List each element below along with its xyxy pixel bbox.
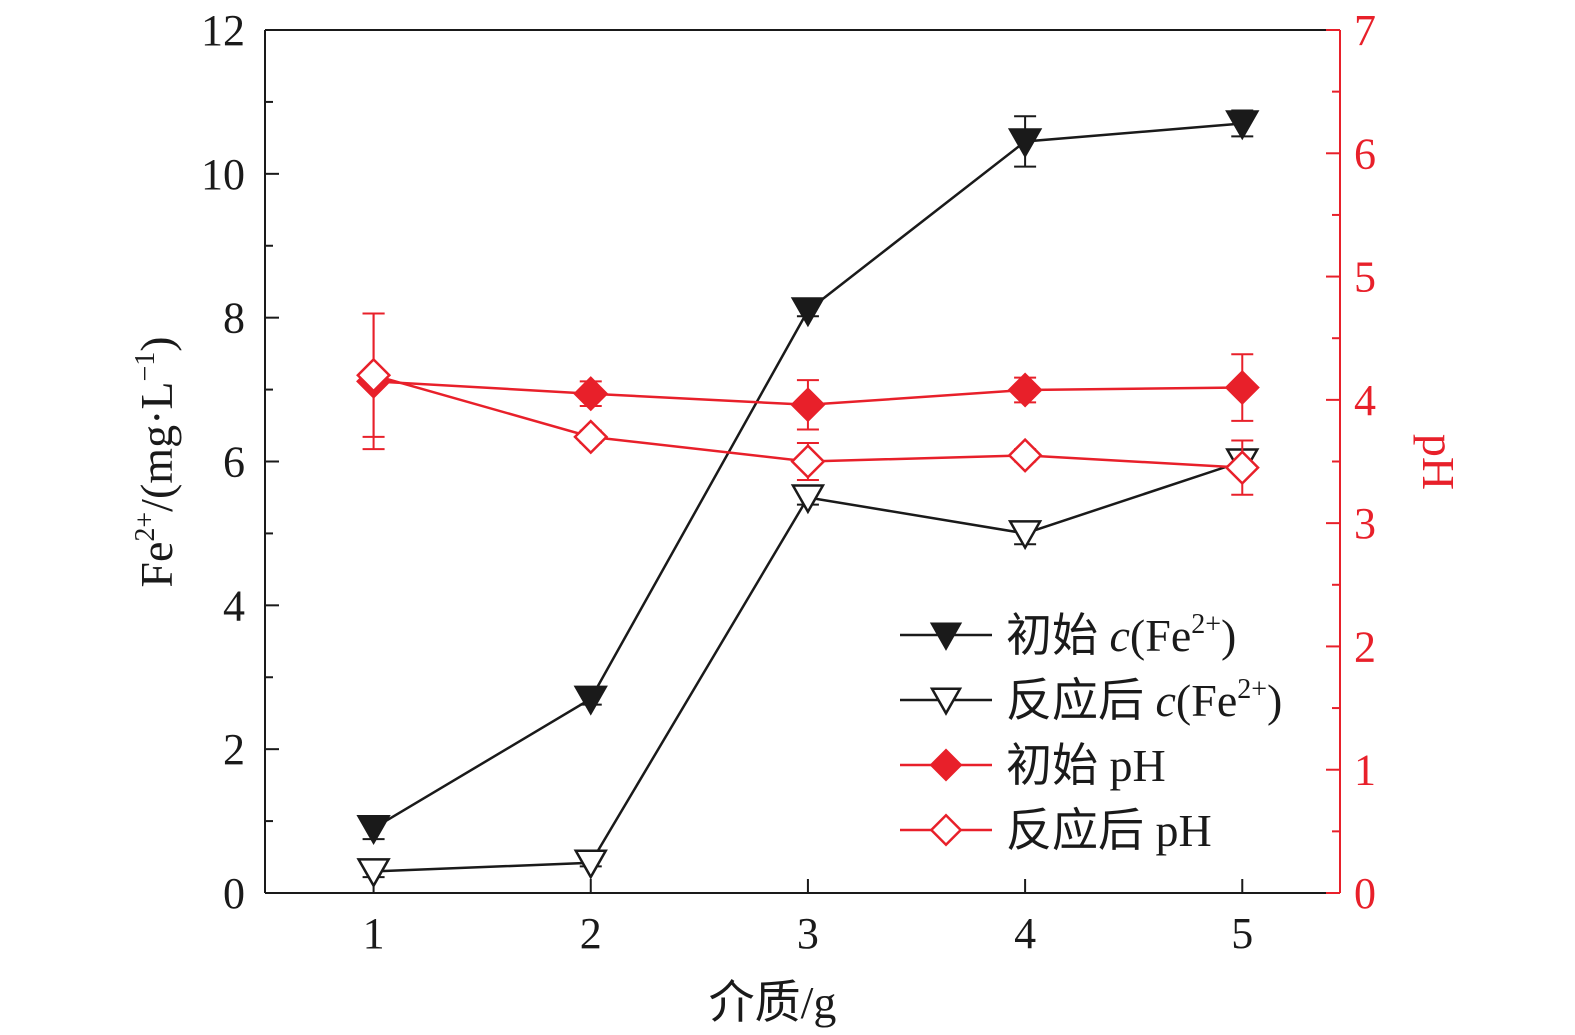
x-tick-label: 5	[1231, 909, 1253, 958]
y-left-tick-label: 4	[223, 581, 245, 630]
legend-item: 初始 pH	[900, 740, 1166, 791]
data-point	[790, 484, 826, 515]
series-layer	[356, 109, 1260, 889]
series-2	[356, 448, 1260, 889]
x-tick-label: 3	[797, 909, 819, 958]
legend-marker	[929, 748, 963, 782]
y-right-tick-label: 3	[1354, 499, 1376, 548]
series-4	[356, 312, 1260, 496]
y-left-tick-label: 6	[223, 438, 245, 487]
y-left-tick-label: 0	[223, 869, 245, 918]
y-right-tick-label: 2	[1354, 622, 1376, 671]
data-point	[356, 815, 391, 846]
data-point	[790, 387, 826, 423]
axes: 1 2 3 4 502468101201234567介质/gFe2+/(mg·L−1)p…	[130, 6, 1464, 1028]
x-tick-label: 2	[580, 909, 602, 958]
legend: 初始 c(Fe2+) 反应后 c(Fe2+) 初始 pH 反应后 pH	[900, 609, 1282, 856]
y-right-tick-label: 0	[1354, 869, 1376, 918]
legend-label: 反应后 pH	[1006, 805, 1212, 856]
legend-label: 反应后 c(Fe2+)	[1006, 674, 1282, 726]
data-point	[356, 858, 391, 889]
legend-label: 初始 c(Fe2+)	[1006, 609, 1236, 661]
legend-item: 初始 c(Fe2+)	[900, 609, 1236, 661]
y-axis-left-title: Fe2+/(mg·L−1)	[130, 336, 182, 587]
legend-label: 初始 pH	[1006, 740, 1166, 791]
y-right-tick-label: 5	[1354, 253, 1376, 302]
data-point	[356, 357, 392, 393]
y-right-tick-label: 6	[1354, 129, 1376, 178]
data-point	[1007, 520, 1043, 551]
x-tick-label: 1	[363, 909, 385, 958]
data-point	[573, 419, 609, 455]
data-point	[790, 443, 826, 480]
legend-marker	[929, 813, 963, 847]
x-axis-title: 介质/g	[709, 977, 837, 1028]
legend-item: 反应后 pH	[900, 805, 1212, 856]
data-point	[1225, 110, 1260, 141]
y-left-tick-label: 10	[201, 150, 245, 199]
y-left-tick-label: 2	[223, 725, 245, 774]
data-point	[790, 297, 826, 328]
legend-item: 反应后 c(Fe2+)	[900, 674, 1282, 726]
x-tick-label: 4	[1014, 909, 1036, 958]
series-1	[356, 109, 1260, 846]
data-point	[573, 685, 608, 716]
data-point	[1224, 450, 1260, 486]
data-point	[573, 376, 609, 412]
data-point	[1007, 437, 1043, 473]
y-right-tick-label: 7	[1354, 6, 1376, 55]
legend-marker	[929, 687, 963, 716]
y-right-tick-label: 1	[1354, 746, 1376, 795]
series-3	[356, 312, 1260, 451]
data-point	[1007, 372, 1043, 408]
data-point	[1224, 370, 1260, 406]
data-point	[573, 849, 608, 880]
y-left-tick-label: 8	[223, 294, 245, 343]
legend-marker	[929, 622, 963, 651]
data-point	[1007, 128, 1043, 159]
y-axis-right-title: pH	[1413, 434, 1464, 490]
y-left-tick-label: 12	[201, 6, 245, 55]
y-right-tick-label: 4	[1354, 376, 1376, 425]
